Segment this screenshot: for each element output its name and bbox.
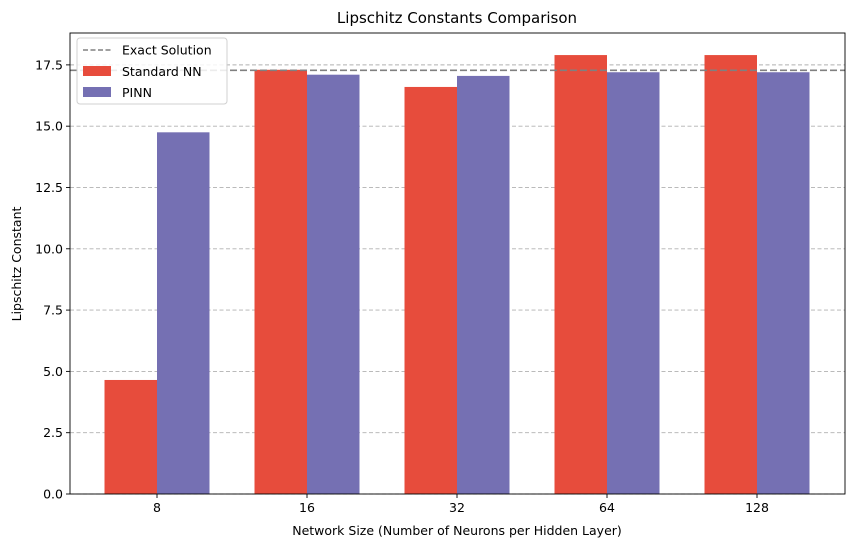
bar-standard-nn-32 [404,86,457,494]
bar-standard-nn-8 [104,379,157,494]
legend-label-standard-nn: Standard NN [122,64,202,79]
bar-standard-nn-16 [254,69,307,494]
legend-box [76,37,228,105]
y-tick-label: 2.5 [43,425,63,440]
y-axis-title: Lipschitz Constant [9,207,24,322]
plot-area: 0.0 2.5 5.0 7.5 10.0 12.5 15.0 17.5 8 16 32 64 128 Ex… [35,32,846,515]
legend-swatch-standard-nn [83,66,111,76]
x-tick-label: 64 [599,500,615,515]
y-tick-label: 12.5 [35,180,63,195]
x-tick-label: 128 [745,500,769,515]
y-tick-label: 15.0 [35,119,63,134]
y-tick-label: 10.0 [35,241,63,256]
x-tick-label: 32 [449,500,465,515]
y-tick-label: 0.0 [43,487,63,502]
bar-pinn-64 [607,72,660,494]
legend-label-exact-solution: Exact Solution [122,43,212,58]
bar-standard-nn-64 [554,55,607,494]
x-tick-label: 16 [299,500,315,515]
x-tick-label: 8 [153,500,161,515]
y-tick-label: 17.5 [35,57,63,72]
legend-label-pinn: PINN [122,85,152,100]
x-axis-title: Network Size (Number of Neurons per Hidd… [292,523,622,538]
bar-pinn-16 [307,74,360,495]
chart-title: Lipschitz Constants Comparison [337,9,577,27]
bar-pinn-8 [157,132,210,495]
bar-pinn-128 [757,72,810,494]
legend-swatch-pinn [83,87,111,97]
bar-standard-nn-128 [704,55,757,494]
bar-pinn-32 [457,75,510,494]
y-tick-label: 5.0 [43,364,63,379]
plot-frame [69,32,846,495]
y-tick-label: 7.5 [43,303,63,318]
